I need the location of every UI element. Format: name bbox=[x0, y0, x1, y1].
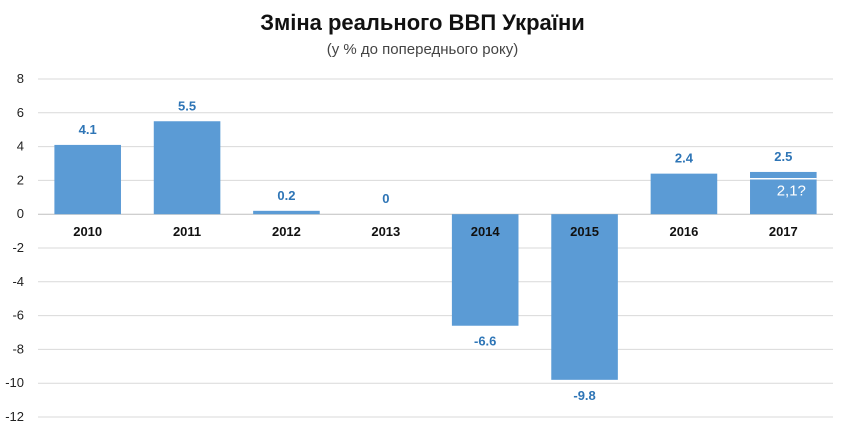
bar-2012 bbox=[253, 210, 320, 215]
data-label: 4.1 bbox=[79, 122, 97, 137]
x-tick-label: 2014 bbox=[471, 224, 501, 239]
y-tick-label: 4 bbox=[17, 139, 24, 154]
x-tick-label: 2016 bbox=[669, 224, 698, 239]
data-label: -9.8 bbox=[573, 388, 595, 403]
data-label: 5.5 bbox=[178, 98, 196, 113]
x-tick-label: 2015 bbox=[570, 224, 599, 239]
x-tick-label: 2013 bbox=[371, 224, 400, 239]
bars bbox=[54, 121, 817, 380]
y-tick-label: -2 bbox=[12, 240, 24, 255]
x-axis-ticks: 2010 2011 2012 2013 2014 2015 2016 2017 bbox=[73, 224, 798, 239]
annotation: 2,1? bbox=[750, 177, 817, 200]
data-label: 2.4 bbox=[675, 151, 694, 166]
data-label: 2.5 bbox=[774, 149, 792, 164]
bar-2014 bbox=[451, 214, 519, 326]
y-tick-label: -10 bbox=[5, 375, 24, 390]
chart-title: Зміна реального ВВП України bbox=[260, 10, 585, 35]
annotation-label: 2,1? bbox=[777, 183, 806, 200]
x-tick-label: 2011 bbox=[173, 224, 201, 239]
chart-subtitle: (у % до попереднього року) bbox=[326, 41, 519, 58]
bar-2015 bbox=[551, 214, 618, 380]
y-tick-label: 0 bbox=[17, 206, 24, 221]
y-tick-label: -8 bbox=[12, 341, 24, 356]
x-tick-label: 2012 bbox=[272, 224, 301, 239]
x-tick-label: 2017 bbox=[769, 224, 798, 239]
data-label: 0 bbox=[382, 191, 389, 206]
bar-2010 bbox=[54, 144, 121, 215]
data-label: -6.6 bbox=[474, 334, 496, 349]
y-tick-label: -12 bbox=[5, 409, 24, 424]
y-tick-label: 8 bbox=[17, 71, 24, 86]
gridlines bbox=[38, 78, 833, 418]
y-tick-label: 2 bbox=[17, 172, 24, 187]
bar-2011 bbox=[153, 121, 221, 215]
bar-2016 bbox=[650, 173, 718, 215]
y-tick-label: -4 bbox=[12, 274, 24, 289]
data-label: 0.2 bbox=[277, 188, 295, 203]
x-tick-label: 2010 bbox=[73, 224, 102, 239]
y-tick-label: 6 bbox=[17, 105, 24, 120]
data-labels: 4.1 5.5 0.2 0 -6.6 -9.8 2.4 2.5 bbox=[79, 98, 793, 403]
y-tick-label: -6 bbox=[12, 308, 24, 323]
y-axis-ticks: 8 6 4 2 0 -2 -4 -6 -8 -10 -12 bbox=[5, 71, 24, 424]
